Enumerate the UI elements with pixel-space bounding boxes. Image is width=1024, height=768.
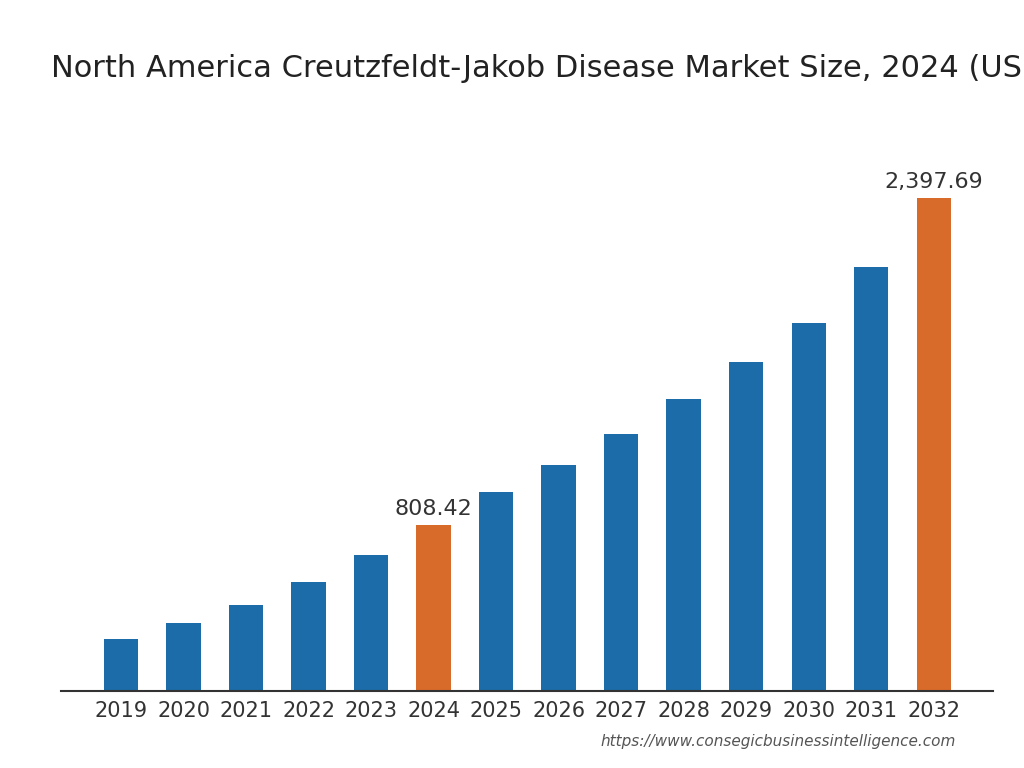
Bar [417,525,451,691]
Text: 808.42: 808.42 [394,499,472,519]
Bar [729,362,763,691]
Bar [166,624,201,691]
Bar [916,198,951,691]
Bar [604,434,638,691]
Bar [354,555,388,691]
Text: 2,397.69: 2,397.69 [885,172,983,192]
Bar [479,492,513,691]
Bar [228,605,263,691]
Bar [103,639,138,691]
Bar [854,267,889,691]
Bar [792,323,826,691]
Bar [667,399,700,691]
Text: North America Creutzfeldt-Jakob Disease Market Size, 2024 (USD Million): North America Creutzfeldt-Jakob Disease … [51,54,1024,83]
Text: https://www.consegicbusinessintelligence.com: https://www.consegicbusinessintelligence… [600,733,956,749]
Bar [542,465,575,691]
Bar [292,582,326,691]
